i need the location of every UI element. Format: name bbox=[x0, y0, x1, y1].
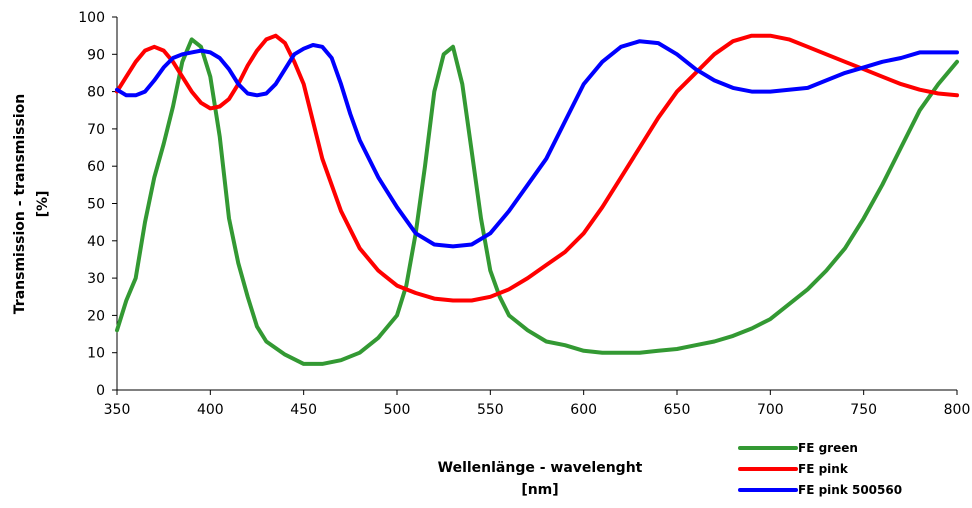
series-line-fe-green bbox=[115, 37, 959, 366]
series-line-fe-pink-500560 bbox=[115, 39, 959, 249]
x-tick-label: 350 bbox=[104, 402, 131, 418]
x-tick-label: 400 bbox=[197, 402, 224, 418]
legend-label-fe-pink-500560: FE pink 500560 bbox=[798, 483, 902, 497]
y-tick-label: 100 bbox=[78, 10, 105, 26]
y-tick-label: 20 bbox=[87, 308, 105, 324]
series-line-fe-pink bbox=[115, 33, 959, 303]
y-tick-label: 40 bbox=[87, 234, 105, 250]
y-ticks: 0 10 20 30 40 50 60 70 80 90 100 bbox=[78, 10, 117, 399]
series-group bbox=[115, 33, 959, 366]
y-tick-label: 0 bbox=[96, 383, 105, 399]
y-tick-label: 50 bbox=[87, 197, 105, 213]
legend-label-fe-pink: FE pink bbox=[798, 462, 849, 476]
x-tick-label: 650 bbox=[664, 402, 691, 418]
y-tick-label: 10 bbox=[87, 346, 105, 362]
x-tick-label: 750 bbox=[850, 402, 877, 418]
y-tick-label: 80 bbox=[87, 85, 105, 101]
y-axis-unit: [%] bbox=[35, 191, 51, 218]
y-tick-label: 90 bbox=[87, 47, 105, 63]
x-tick-label: 800 bbox=[944, 402, 971, 418]
x-tick-label: 600 bbox=[570, 402, 597, 418]
x-tick-label: 500 bbox=[384, 402, 411, 418]
y-tick-label: 30 bbox=[87, 271, 105, 287]
legend: FE green FE pink FE pink 500560 bbox=[738, 441, 902, 497]
x-axis-title: Wellenlänge - wavelenght bbox=[438, 460, 643, 476]
legend-label-fe-green: FE green bbox=[798, 441, 858, 455]
y-axis-title: Transmission - transmission bbox=[12, 94, 28, 314]
x-tick-label: 450 bbox=[290, 402, 317, 418]
y-tick-label: 70 bbox=[87, 122, 105, 138]
x-tick-label: 550 bbox=[477, 402, 504, 418]
x-axis-unit: [nm] bbox=[521, 482, 558, 498]
y-tick-label: 60 bbox=[87, 159, 105, 175]
x-tick-label: 700 bbox=[757, 402, 784, 418]
x-ticks: 350 400 450 500 550 600 650 700 750 800 bbox=[104, 390, 971, 418]
